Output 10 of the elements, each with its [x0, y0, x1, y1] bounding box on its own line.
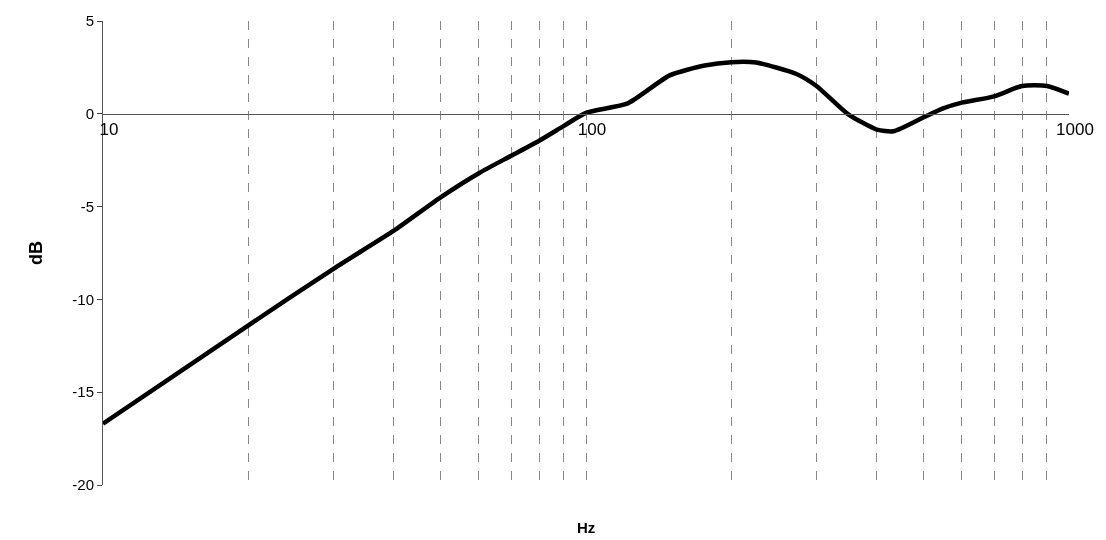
y-tick-label: -15	[72, 383, 94, 401]
y-tick-label: -10	[72, 290, 94, 308]
y-tick-label: -5	[80, 197, 94, 215]
y-tick-label: 0	[85, 105, 94, 123]
y-tick-label: 5	[85, 12, 94, 30]
x-tick-label: 1000	[1056, 120, 1094, 140]
x-tick-label: 100	[577, 120, 607, 140]
x-axis-title: Hz	[577, 519, 596, 536]
y-axis-title: dB	[25, 241, 46, 265]
y-tick-label: -20	[72, 476, 94, 494]
